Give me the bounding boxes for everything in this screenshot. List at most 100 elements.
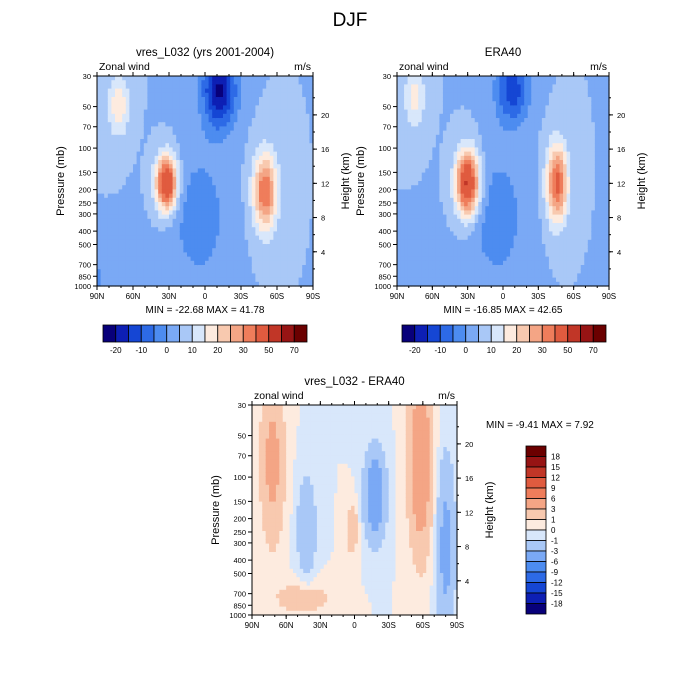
- y2-tick-label: 8: [321, 214, 325, 223]
- y-tick-label: 500: [78, 240, 91, 249]
- y2-tick-label: 16: [465, 474, 473, 483]
- x-tick-label: 60N: [425, 292, 440, 301]
- colorbar-swatch: [525, 561, 547, 573]
- colorbar-label: -12: [551, 579, 563, 588]
- y-tick-label: 30: [383, 72, 391, 81]
- colorbar-label: 3: [551, 505, 556, 514]
- y-tick-label: 250: [78, 199, 91, 208]
- y2-axis-label: Height (km): [636, 153, 648, 210]
- min-max-stats: MIN = -22.68 MAX = 41.78: [145, 305, 265, 316]
- y2-tick-label: 8: [465, 543, 469, 552]
- y-axis-label: Pressure (mb): [55, 146, 67, 216]
- y-tick-label: 300: [78, 210, 91, 219]
- colorbar-swatch: [293, 324, 308, 343]
- colorbar-label: -1: [551, 537, 559, 546]
- colorbar-label: 15: [551, 463, 560, 472]
- x-tick-label: 0: [352, 621, 357, 630]
- y-tick-label: 100: [378, 144, 391, 153]
- y-tick-label: 850: [378, 272, 391, 281]
- colorbar-label: 20: [512, 346, 521, 355]
- min-max-stats: MIN = -9.41 MAX = 7.92: [486, 420, 594, 431]
- y-tick-label: 1000: [374, 282, 391, 291]
- colorbar-swatch: [525, 477, 547, 489]
- colorbar-label: 70: [589, 346, 598, 355]
- y-tick-label: 500: [378, 240, 391, 249]
- colorbar-label: 12: [551, 474, 560, 483]
- colorbar-label: 0: [551, 526, 556, 535]
- figure-title: DJF: [332, 10, 368, 31]
- x-tick-label: 90N: [90, 292, 105, 301]
- x-tick-label: 30N: [460, 292, 475, 301]
- y-tick-label: 70: [83, 123, 91, 132]
- colorbar-label: 10: [487, 346, 496, 355]
- y-tick-label: 100: [233, 473, 246, 482]
- y-tick-label: 70: [383, 123, 391, 132]
- y-tick-label: 700: [233, 590, 246, 599]
- colorbar-label: -10: [434, 346, 446, 355]
- colorbar-swatch: [525, 582, 547, 594]
- x-tick-label: 60N: [126, 292, 141, 301]
- units-label: m/s: [590, 61, 607, 73]
- colorbar-swatch: [525, 571, 547, 583]
- colorbar-swatch: [525, 529, 547, 541]
- y-tick-label: 300: [378, 210, 391, 219]
- colorbar-swatch: [525, 550, 547, 562]
- colorbar-label: 70: [290, 346, 299, 355]
- min-max-stats: MIN = -16.85 MAX = 42.65: [443, 305, 563, 316]
- y-tick-label: 400: [78, 227, 91, 236]
- contour-fill: [397, 76, 610, 287]
- y-tick-label: 70: [238, 452, 246, 461]
- colorbar-label: 0: [165, 346, 170, 355]
- y-tick-label: 400: [233, 556, 246, 565]
- contour-fill: [97, 76, 314, 287]
- x-tick-label: 90S: [306, 292, 320, 301]
- y-tick-label: 150: [233, 497, 246, 506]
- y2-tick-label: 12: [465, 508, 473, 517]
- y2-tick-label: 16: [617, 145, 625, 154]
- y-tick-label: 700: [78, 261, 91, 270]
- colorbar-label: 30: [239, 346, 248, 355]
- y-tick-label: 50: [83, 103, 91, 112]
- y-tick-label: 300: [233, 539, 246, 548]
- y-tick-label: 100: [78, 144, 91, 153]
- x-tick-label: 30S: [382, 621, 396, 630]
- y-tick-label: 150: [78, 168, 91, 177]
- x-tick-label: 90S: [602, 292, 616, 301]
- x-tick-label: 60S: [416, 621, 430, 630]
- colorbar-label: -20: [110, 346, 122, 355]
- colorbar-swatch: [525, 508, 547, 520]
- panel-title: vres_L032 (yrs 2001-2004): [136, 47, 274, 59]
- colorbar-label: 20: [213, 346, 222, 355]
- x-tick-label: 60S: [270, 292, 284, 301]
- y-tick-label: 200: [78, 186, 91, 195]
- colorbar-swatch: [525, 603, 547, 615]
- y-tick-label: 700: [378, 261, 391, 270]
- y2-axis-label: Height (km): [340, 153, 352, 210]
- x-tick-label: 30N: [313, 621, 328, 630]
- y2-tick-label: 20: [617, 111, 625, 120]
- variable-label: zonal wind: [399, 61, 449, 73]
- colorbar-label: -10: [135, 346, 147, 355]
- y2-tick-label: 20: [321, 111, 329, 120]
- y-tick-label: 1000: [229, 611, 246, 620]
- y-tick-label: 150: [378, 168, 391, 177]
- y2-tick-label: 12: [617, 179, 625, 188]
- colorbar-swatch: [525, 445, 547, 457]
- x-tick-label: 0: [203, 292, 208, 301]
- y-axis-label: Pressure (mb): [355, 146, 367, 216]
- y2-tick-label: 4: [617, 248, 621, 257]
- x-tick-label: 0: [501, 292, 506, 301]
- x-tick-label: 60N: [279, 621, 294, 630]
- colorbar-swatch: [525, 487, 547, 499]
- colorbar-swatch: [525, 519, 547, 531]
- y2-tick-label: 12: [321, 179, 329, 188]
- y-axis-label: Pressure (mb): [210, 475, 222, 545]
- y-tick-label: 850: [233, 601, 246, 610]
- y2-axis-label: Height (km): [484, 482, 496, 539]
- colorbar-label: 1: [551, 516, 556, 525]
- y-tick-label: 1000: [74, 282, 91, 291]
- y-tick-label: 250: [378, 199, 391, 208]
- x-tick-label: 90N: [390, 292, 405, 301]
- colorbar-label: -9: [551, 568, 559, 577]
